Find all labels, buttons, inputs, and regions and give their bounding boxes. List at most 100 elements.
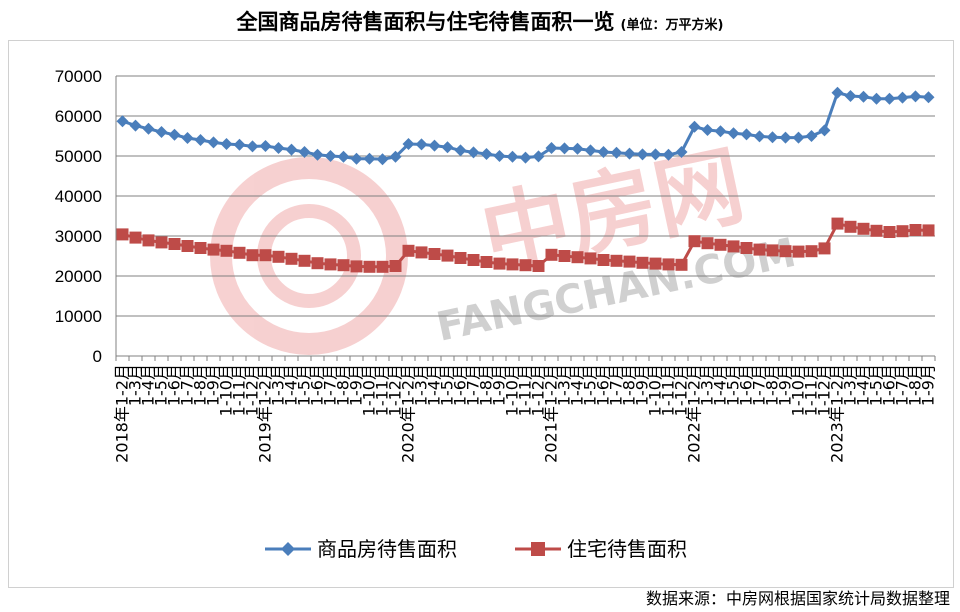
x-tick-label: 1-3月 (412, 364, 431, 406)
data-point (805, 130, 818, 142)
data-point (220, 244, 233, 257)
title-text: 全国商品房待售面积与住宅待售面积一览 (236, 10, 615, 34)
data-point (545, 142, 558, 154)
data-point (259, 249, 272, 262)
x-tick-label: 1-4月 (139, 364, 158, 406)
x-tick-label: 1-5月 (438, 364, 457, 406)
data-point (727, 240, 740, 253)
x-tick-label: 1-12月 (243, 364, 262, 416)
data-point (207, 136, 220, 149)
data-point (246, 140, 259, 153)
data-point (779, 131, 792, 144)
data-point (376, 260, 389, 273)
legend-marker (281, 542, 295, 556)
x-tick-label: 1-8月 (334, 364, 353, 406)
data-point (376, 153, 389, 166)
data-point (428, 248, 441, 260)
data-point (311, 257, 324, 270)
x-tick-label: 1-10月 (217, 364, 236, 416)
x-tick-label: 1-12月 (529, 364, 548, 416)
x-tick-label: 1-7月 (464, 364, 483, 406)
data-point (532, 260, 545, 272)
data-point (285, 143, 298, 156)
x-tick-label: 1-7月 (893, 364, 912, 406)
y-tick-label: 20000 (55, 267, 102, 286)
y-tick-label: 60000 (55, 107, 102, 126)
x-tick-label: 1-11月 (516, 364, 535, 416)
x-tick-label: 1-6月 (308, 364, 327, 406)
data-point (467, 146, 480, 159)
x-tick-label: 1-5月 (152, 364, 171, 406)
x-tick-label: 1-10月 (503, 364, 522, 416)
data-point (857, 90, 870, 103)
x-tick-label: 1-4月 (282, 364, 301, 406)
data-point (740, 242, 753, 254)
data-point (220, 138, 233, 150)
data-point (402, 244, 415, 257)
x-tick-label: 1-10月 (646, 364, 665, 416)
y-tick-label: 0 (93, 347, 102, 366)
data-point (766, 131, 779, 144)
data-point (441, 249, 454, 262)
data-point (584, 252, 597, 265)
x-tick-label: 1-12月 (672, 364, 691, 416)
data-point (623, 147, 636, 160)
data-point (766, 244, 779, 257)
data-point (545, 248, 558, 261)
data-point (701, 124, 714, 136)
data-point (610, 254, 623, 267)
data-point (506, 258, 519, 271)
data-point (792, 245, 805, 258)
data-point (129, 119, 142, 132)
data-point (298, 146, 311, 158)
data-point (285, 252, 298, 265)
data-point (688, 235, 701, 248)
data-point (792, 131, 805, 144)
data-point (883, 92, 896, 105)
legend-marker (531, 542, 545, 556)
data-point (740, 128, 753, 141)
data-point (155, 236, 168, 249)
x-tick-label: 1-5月 (724, 364, 743, 406)
data-point (415, 138, 428, 151)
data-point (558, 250, 571, 262)
data-point (129, 231, 142, 244)
x-tick-label: 1-3月 (126, 364, 145, 406)
data-point (363, 260, 376, 273)
chart-area: 中房网 FANGCHAN.COM 0 10000 20000 30000 40000 5000… (8, 40, 954, 588)
data-point (350, 260, 363, 273)
x-tick-label: 1-11月 (659, 364, 678, 416)
data-point (298, 254, 311, 267)
data-point (688, 120, 701, 133)
x-tick-label: 1-3月 (841, 364, 860, 406)
x-tick-label: 1-4月 (711, 364, 730, 406)
x-tick-label: 1-10月 (789, 364, 808, 416)
y-tick-label: 30000 (55, 227, 102, 246)
x-tick-label: 1-3月 (698, 364, 717, 406)
data-point (324, 150, 337, 162)
data-point (779, 245, 792, 258)
y-tick-label: 40000 (55, 187, 102, 206)
data-point (363, 152, 376, 165)
data-point (233, 246, 246, 259)
data-point (714, 125, 727, 138)
x-tick-label: 1-7月 (607, 364, 626, 406)
data-point (116, 228, 129, 241)
x-tick-label: 2022年1-2月 (685, 364, 704, 463)
x-tick-label: 1-6月 (451, 364, 470, 406)
data-point (662, 148, 675, 161)
data-point (415, 246, 428, 259)
x-tick-label: 1-10月 (360, 364, 379, 416)
data-point (818, 242, 831, 255)
data-point (649, 148, 662, 161)
data-point (246, 249, 259, 262)
x-tick-label: 1-6月 (594, 364, 613, 406)
data-point (870, 92, 883, 105)
data-point (896, 91, 909, 104)
x-tick-label: 1-9月 (490, 364, 509, 406)
data-point (480, 148, 493, 160)
data-point (870, 224, 883, 237)
x-tick-label: 1-4月 (425, 364, 444, 406)
data-point (142, 234, 155, 247)
data-point (259, 140, 272, 152)
